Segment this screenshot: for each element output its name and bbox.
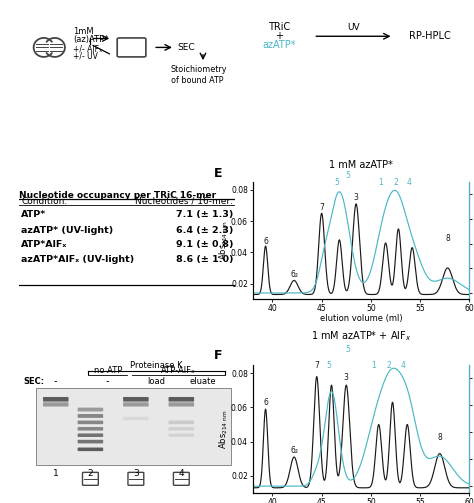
FancyBboxPatch shape	[169, 397, 194, 401]
Text: 6₂: 6₂	[290, 270, 298, 279]
Text: Nucleotide occupancy per TRiC 16-mer: Nucleotide occupancy per TRiC 16-mer	[19, 192, 216, 200]
Text: +: +	[275, 31, 283, 41]
FancyBboxPatch shape	[169, 421, 194, 424]
Text: RP-HPLC: RP-HPLC	[410, 31, 451, 41]
Text: 2: 2	[88, 469, 93, 477]
Text: 2: 2	[393, 178, 398, 187]
Text: 7.1 (± 1.3): 7.1 (± 1.3)	[176, 210, 233, 219]
Text: F: F	[214, 349, 222, 362]
Text: 6: 6	[263, 237, 268, 246]
Text: Nucleotides / 16-mer:: Nucleotides / 16-mer:	[136, 197, 233, 206]
FancyBboxPatch shape	[169, 427, 194, 431]
Text: TRiC: TRiC	[268, 22, 290, 32]
Text: SEC: SEC	[177, 43, 195, 52]
FancyBboxPatch shape	[169, 434, 194, 437]
Text: 2: 2	[386, 361, 391, 370]
Text: 8.6 (± 1.0): 8.6 (± 1.0)	[176, 255, 233, 264]
Text: 7: 7	[314, 361, 319, 370]
Text: 7: 7	[319, 203, 324, 212]
Text: 4: 4	[179, 469, 184, 477]
Text: 9.1 (± 0.8): 9.1 (± 0.8)	[176, 239, 233, 248]
Text: 1: 1	[53, 469, 59, 477]
Text: 8: 8	[445, 234, 450, 243]
Text: load: load	[147, 377, 165, 386]
Text: +/- AlFₓ: +/- AlFₓ	[73, 44, 102, 53]
Text: 4: 4	[407, 178, 412, 187]
FancyBboxPatch shape	[123, 417, 149, 420]
FancyBboxPatch shape	[128, 472, 144, 485]
FancyBboxPatch shape	[117, 38, 146, 57]
FancyBboxPatch shape	[82, 472, 98, 485]
Text: ATP-AlFₓ: ATP-AlFₓ	[161, 366, 195, 375]
Title: 1 mM azATP*: 1 mM azATP*	[329, 160, 393, 170]
Text: E: E	[214, 166, 222, 180]
FancyBboxPatch shape	[78, 421, 103, 424]
FancyBboxPatch shape	[173, 472, 189, 485]
Text: +/- UV: +/- UV	[73, 52, 98, 61]
Text: 6.4 (± 2.3): 6.4 (± 2.3)	[176, 225, 233, 234]
Text: 4: 4	[401, 361, 406, 370]
Text: (az)ATP*: (az)ATP*	[73, 35, 109, 44]
Text: 6₂: 6₂	[290, 446, 298, 455]
FancyBboxPatch shape	[123, 397, 149, 401]
FancyBboxPatch shape	[78, 407, 103, 411]
Text: eluate: eluate	[190, 377, 216, 386]
Y-axis label: Abs$_{214\ \mathrm{nm}}$: Abs$_{214\ \mathrm{nm}}$	[217, 221, 229, 261]
Y-axis label: Abs$_{214\ \mathrm{nm}}$: Abs$_{214\ \mathrm{nm}}$	[217, 409, 229, 449]
Text: azATP* (UV-light): azATP* (UV-light)	[21, 225, 113, 234]
Text: 8: 8	[438, 433, 442, 442]
FancyBboxPatch shape	[78, 434, 103, 437]
Text: -: -	[106, 376, 109, 386]
FancyBboxPatch shape	[78, 414, 103, 418]
FancyBboxPatch shape	[123, 402, 149, 406]
FancyBboxPatch shape	[78, 440, 103, 444]
X-axis label: elution volume (ml): elution volume (ml)	[319, 314, 402, 323]
Polygon shape	[36, 388, 231, 465]
Text: 5: 5	[326, 361, 331, 370]
Text: 5: 5	[346, 171, 350, 180]
Text: Proteinase K: Proteinase K	[130, 362, 183, 370]
Text: azATP*AlFₓ (UV-light): azATP*AlFₓ (UV-light)	[21, 255, 134, 264]
Text: 5: 5	[346, 345, 350, 354]
Text: 1: 1	[378, 178, 383, 187]
Text: 3: 3	[344, 373, 349, 382]
Text: UV: UV	[347, 23, 360, 32]
Text: SEC:: SEC:	[23, 377, 45, 386]
Text: Condition:: Condition:	[21, 197, 67, 206]
Text: 3: 3	[354, 193, 358, 202]
FancyBboxPatch shape	[78, 427, 103, 431]
Text: 1: 1	[372, 361, 376, 370]
Text: azATP*: azATP*	[262, 40, 295, 50]
FancyBboxPatch shape	[78, 448, 103, 451]
FancyBboxPatch shape	[43, 397, 69, 401]
Text: Stoichiometry
of bound ATP: Stoichiometry of bound ATP	[171, 65, 227, 85]
FancyBboxPatch shape	[43, 402, 69, 406]
Text: ATP*: ATP*	[21, 210, 46, 219]
Text: 5: 5	[334, 178, 339, 187]
Text: no ATP: no ATP	[93, 366, 122, 375]
Title: 1 mM azATP* + AlF$_x$: 1 mM azATP* + AlF$_x$	[311, 329, 411, 344]
Text: -: -	[54, 376, 57, 386]
Text: 6: 6	[263, 398, 268, 407]
FancyBboxPatch shape	[169, 402, 194, 406]
Text: 3: 3	[133, 469, 139, 477]
Text: 1mM: 1mM	[73, 27, 94, 36]
Text: ATP*AlFₓ: ATP*AlFₓ	[21, 239, 67, 248]
